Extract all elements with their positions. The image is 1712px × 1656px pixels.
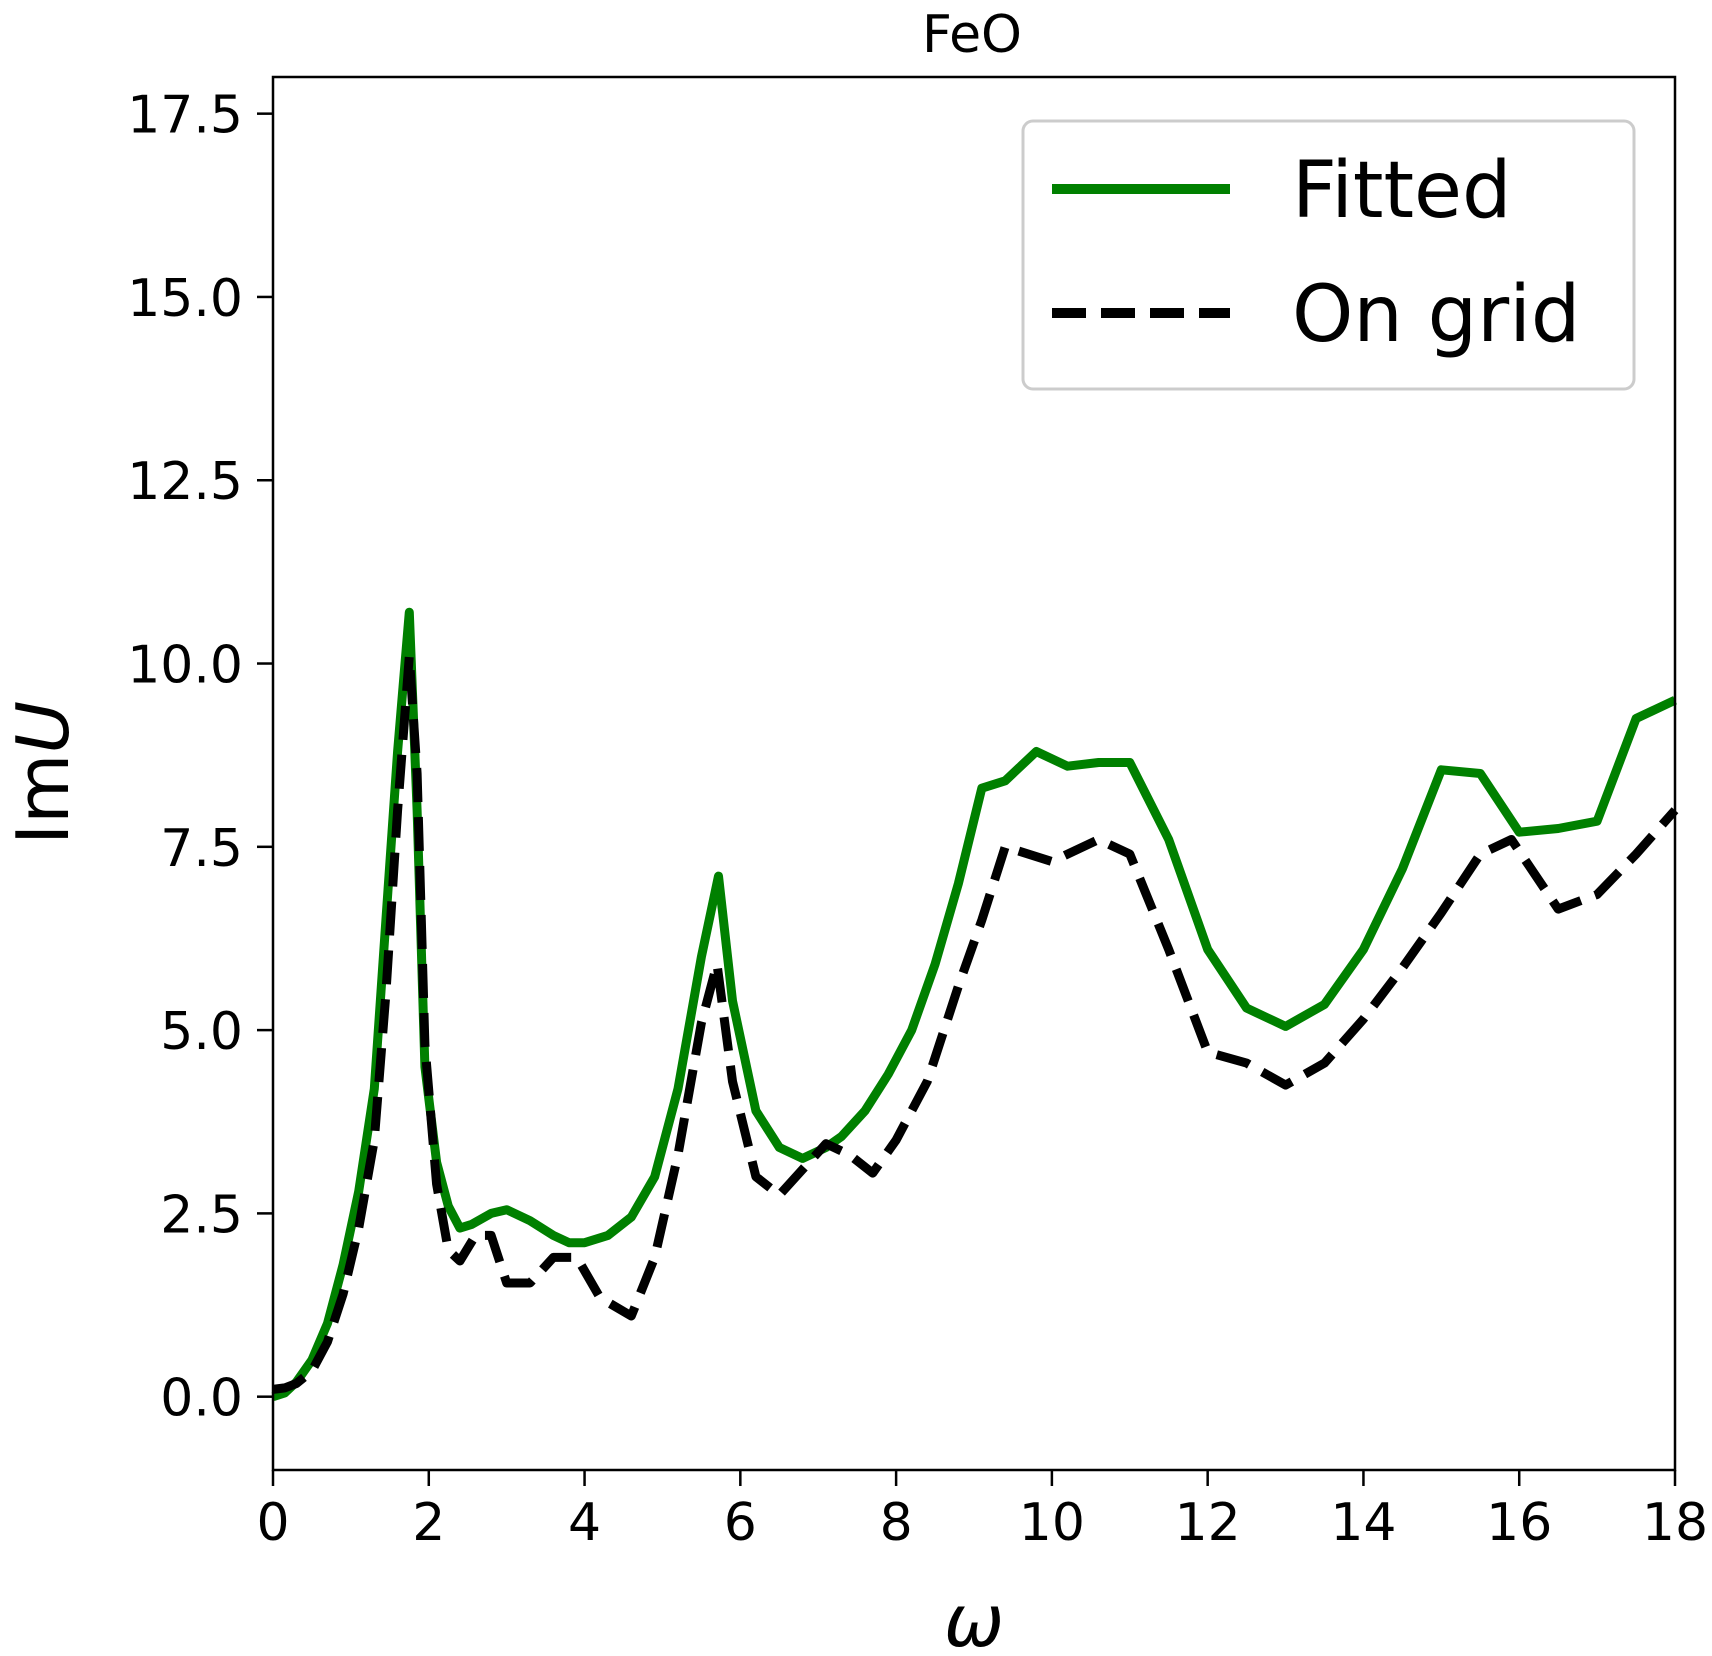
chart-title: FeO xyxy=(922,5,1022,65)
plot-lines xyxy=(271,607,1679,1401)
legend-label-on-grid: On grid xyxy=(1292,270,1580,360)
x-tick-label: 6 xyxy=(724,1493,757,1553)
y-tick-label: 15.0 xyxy=(127,269,243,329)
x-tick-label: 8 xyxy=(880,1493,913,1553)
x-tick-label: 14 xyxy=(1330,1493,1396,1553)
y-tick-label: 10.0 xyxy=(127,636,243,696)
x-tick-label: 16 xyxy=(1486,1493,1552,1553)
y-axis-label-prefix: Im xyxy=(1,754,85,845)
y-tick-label: 2.5 xyxy=(160,1185,243,1245)
plot-frame xyxy=(271,75,1677,1472)
x-axis: 0 2 4 6 8 10 12 14 16 18 xyxy=(256,1470,1708,1553)
series-line-fitted xyxy=(271,607,1677,1401)
y-axis-label-variable: U xyxy=(1,701,85,754)
y-axis: 0.0 2.5 5.0 7.5 10.0 12.5 15.0 17.5 xyxy=(127,86,273,1429)
x-tick-label: 12 xyxy=(1175,1493,1241,1553)
x-tick-label: 0 xyxy=(256,1493,289,1553)
x-tick-label: 4 xyxy=(568,1493,601,1553)
y-tick-label: 7.5 xyxy=(160,819,243,879)
legend: Fitted On grid xyxy=(1021,119,1636,391)
legend-label-fitted: Fitted xyxy=(1292,146,1512,236)
y-tick-label: 12.5 xyxy=(127,452,243,512)
series-line-on-grid xyxy=(272,651,1679,1394)
x-tick-label: 10 xyxy=(1019,1493,1085,1553)
y-tick-label: 5.0 xyxy=(160,1002,243,1062)
x-axis-label: ω xyxy=(944,1579,1004,1656)
y-tick-label: 0.0 xyxy=(160,1369,243,1429)
y-tick-label: 17.5 xyxy=(127,86,243,146)
x-tick-label: 18 xyxy=(1642,1493,1708,1553)
x-tick-label: 2 xyxy=(412,1493,445,1553)
y-axis-label: ImU xyxy=(1,701,85,845)
